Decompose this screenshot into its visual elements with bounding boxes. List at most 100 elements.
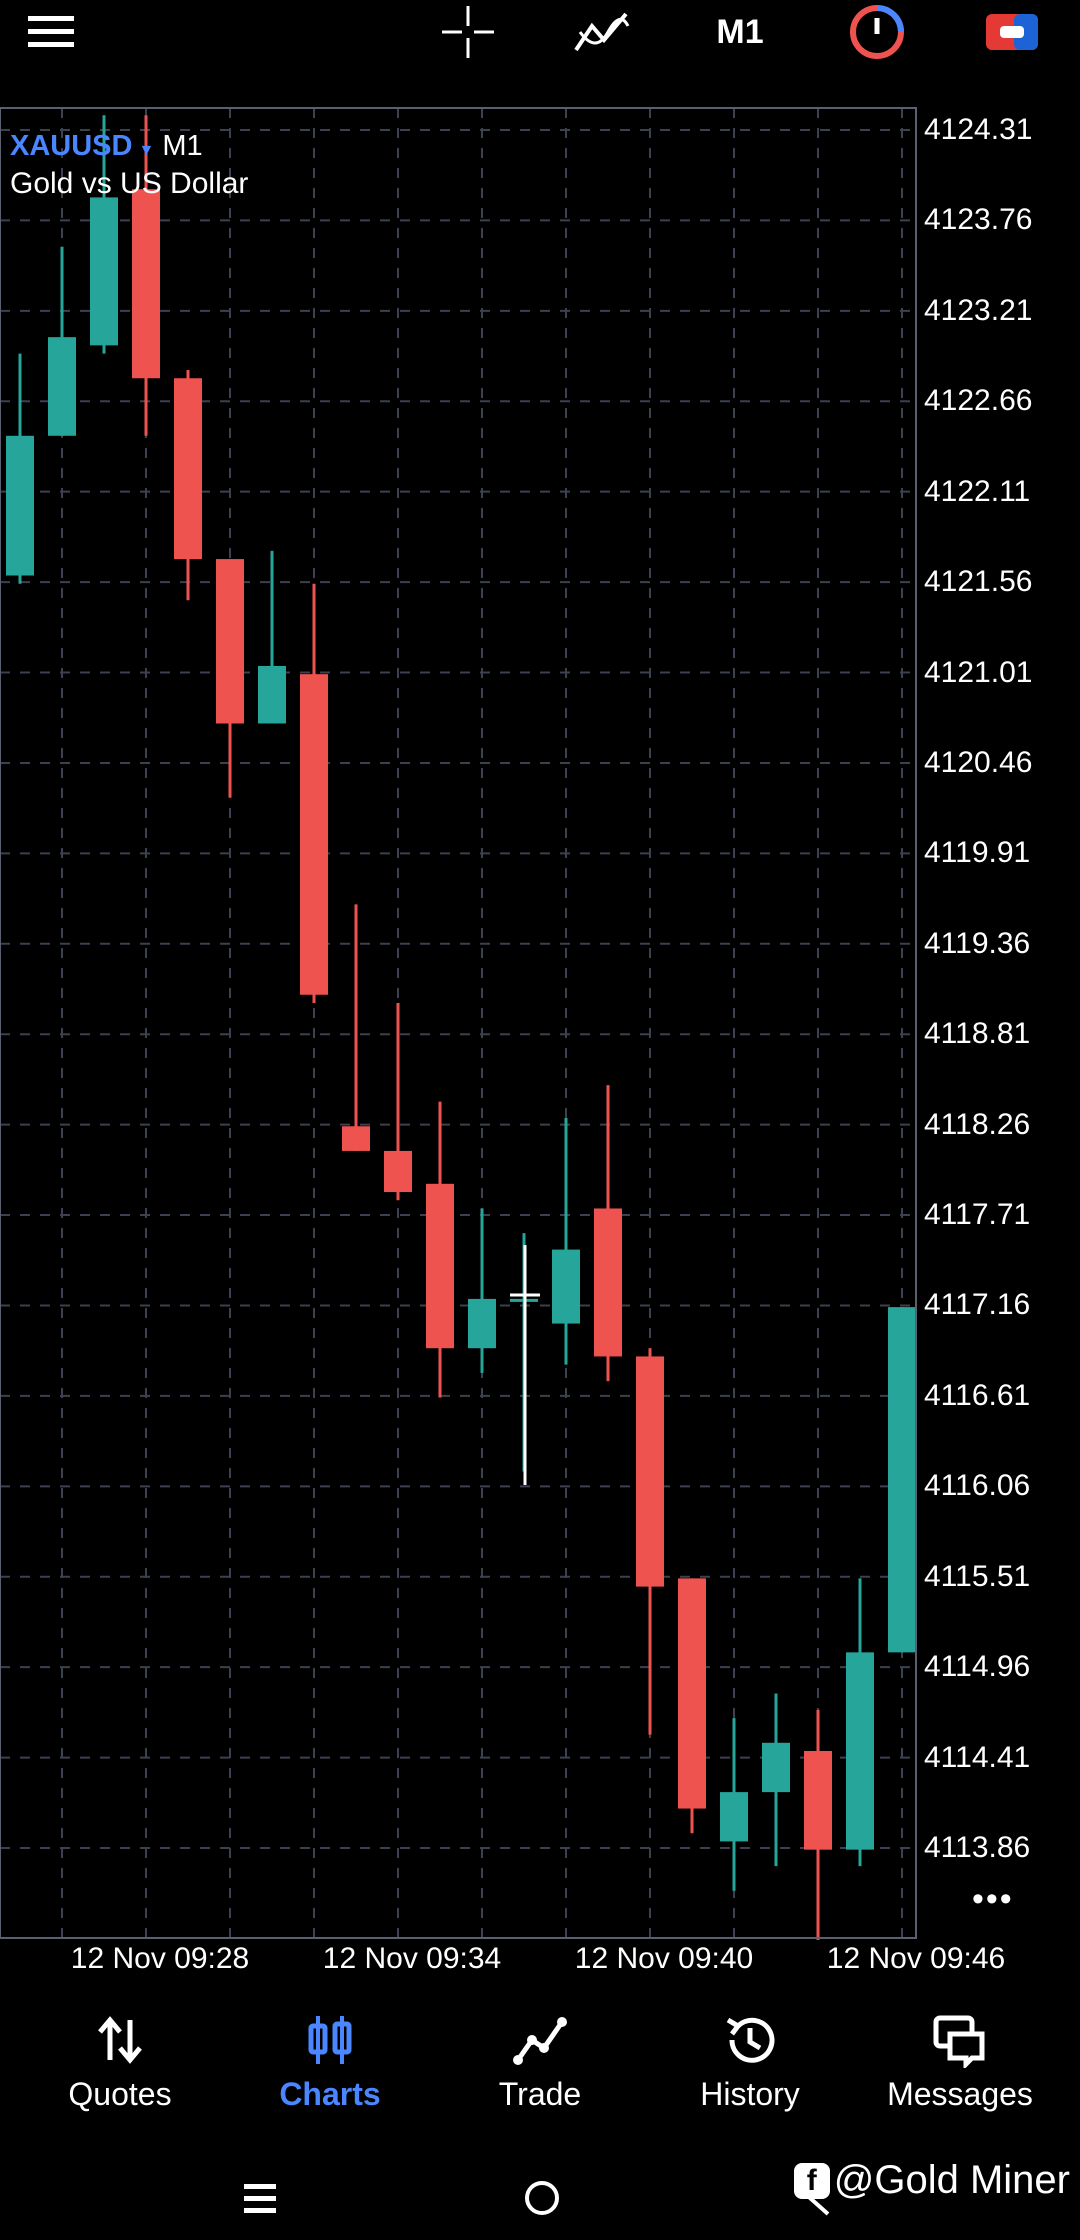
candle-body — [258, 665, 286, 724]
crosshair-cursor — [510, 1245, 540, 1485]
symbol-name[interactable]: XAUUSD — [10, 130, 133, 162]
tab-quotes[interactable]: Quotes — [20, 2012, 220, 2113]
chart-frame — [0, 107, 917, 1939]
candle-bear — [594, 1085, 622, 1382]
symbol-info[interactable]: XAUUSD ▼ M1 Gold vs US Dollar — [10, 130, 248, 201]
candle-body — [216, 559, 244, 724]
tab-messages[interactable]: Messages — [860, 2012, 1060, 2113]
candle-bull — [468, 1208, 496, 1373]
price-tick-label: 4119.36 — [924, 926, 1031, 960]
candle-bull — [90, 115, 118, 354]
candle-body — [342, 1126, 370, 1151]
menu-icon[interactable] — [20, 0, 84, 64]
messages-icon — [933, 2015, 985, 2068]
candle-bull — [846, 1578, 874, 1867]
tab-trade[interactable]: Trade — [440, 2012, 640, 2113]
candle-bear — [426, 1101, 454, 1398]
candle-body — [720, 1792, 748, 1842]
top-toolbar: M1 — [0, 0, 1080, 70]
history-icon — [726, 2017, 775, 2063]
clock-icon[interactable] — [845, 0, 909, 64]
price-tick-label: 4122.11 — [924, 474, 1031, 508]
candle-body — [174, 378, 202, 560]
candle-bear — [300, 583, 328, 1003]
time-tick-label: 12 Nov 09:46 — [826, 1942, 1006, 1975]
candle-bull — [552, 1118, 580, 1365]
candle-body — [762, 1742, 790, 1793]
timeframe-label: M1 — [716, 12, 764, 51]
price-tick-label: 4121.01 — [924, 655, 1033, 689]
candle-body — [384, 1150, 412, 1193]
candles — [6, 115, 916, 1940]
candle-bear — [216, 559, 244, 798]
price-chart[interactable] — [0, 0, 1080, 1940]
tab-trade-label: Trade — [498, 2076, 582, 2112]
candle-bull — [888, 1307, 916, 1653]
price-tick-label: 4124.31 — [924, 113, 1033, 146]
price-tick-label: 4121.56 — [924, 565, 1033, 599]
price-tick-label: 4114.41 — [924, 1740, 1031, 1774]
price-tick-label: 4120.46 — [924, 745, 1033, 779]
time-tick-label: 12 Nov 09:28 — [70, 1942, 250, 1975]
candle-bear — [636, 1348, 664, 1735]
indicators-icon[interactable] — [570, 0, 634, 64]
trade-toggle-icon[interactable] — [980, 0, 1044, 64]
more-options-icon[interactable]: ••• — [972, 1880, 1014, 1918]
candle-bear — [384, 1002, 412, 1201]
candle-body — [594, 1208, 622, 1357]
price-tick-label: 4118.26 — [924, 1107, 1031, 1141]
candle-bull — [762, 1693, 790, 1867]
candle-body — [48, 337, 76, 436]
price-tick-label: 4119.91 — [924, 836, 1031, 870]
tab-charts[interactable]: Charts — [230, 2012, 430, 2113]
candle-bear — [342, 904, 370, 1151]
arrows-updown-icon — [98, 2016, 142, 2064]
tab-quotes-label: Quotes — [68, 2076, 172, 2112]
candle-bull — [258, 550, 286, 724]
candle-bear — [132, 115, 160, 436]
symbol-timeframe: M1 — [162, 130, 203, 162]
price-tick-label: 4113.86 — [924, 1831, 1031, 1864]
candle-body — [6, 435, 34, 576]
candle-body — [300, 674, 328, 995]
watermark-text: @Gold Miner — [833, 2158, 1070, 2202]
time-tick-label: 12 Nov 09:40 — [574, 1942, 754, 1975]
tab-messages-label: Messages — [887, 2076, 1033, 2112]
candle-body — [552, 1249, 580, 1324]
candle-body — [678, 1578, 706, 1809]
price-tick-label: 4118.81 — [924, 1017, 1031, 1051]
price-tick-label: 4122.66 — [924, 384, 1033, 418]
candle-bear — [174, 370, 202, 601]
price-tick-label: 4116.61 — [924, 1378, 1031, 1412]
candle-bear — [804, 1709, 832, 1940]
candles-icon — [308, 2016, 352, 2064]
price-tick-label: 4117.71 — [924, 1198, 1031, 1232]
price-tick-label: 4117.16 — [924, 1288, 1031, 1322]
chart-grid — [0, 108, 916, 1938]
price-tick-label: 4115.51 — [924, 1559, 1031, 1593]
tab-charts-label: Charts — [279, 2076, 381, 2112]
candle-body — [636, 1356, 664, 1587]
crosshair-icon[interactable] — [438, 0, 498, 64]
candle-bull — [6, 353, 34, 584]
home-icon[interactable] — [522, 2178, 562, 2223]
candle-bear — [678, 1578, 706, 1834]
price-tick-label: 4123.76 — [924, 203, 1033, 237]
price-tick-label: 4116.06 — [924, 1469, 1031, 1503]
symbol-description: Gold vs US Dollar — [10, 167, 249, 200]
trend-line-icon — [513, 2017, 567, 2065]
timeframe-button[interactable]: M1 — [700, 0, 780, 64]
candle-body — [804, 1751, 832, 1850]
bottom-navigation: Quotes Charts Trade History Messages — [0, 2012, 1080, 2132]
price-tick-label: 4123.21 — [924, 293, 1033, 327]
watermark: f @Gold Miner — [793, 2158, 1070, 2203]
candle-body — [846, 1652, 874, 1850]
recent-apps-icon[interactable] — [240, 2178, 280, 2223]
candle-body — [90, 197, 118, 346]
candle-bull — [48, 246, 76, 436]
candle-body — [888, 1307, 916, 1653]
tab-history-label: History — [700, 2076, 800, 2112]
facebook-icon: f — [793, 2162, 830, 2199]
dropdown-arrow-icon: ▼ — [138, 141, 155, 159]
tab-history[interactable]: History — [650, 2012, 850, 2113]
